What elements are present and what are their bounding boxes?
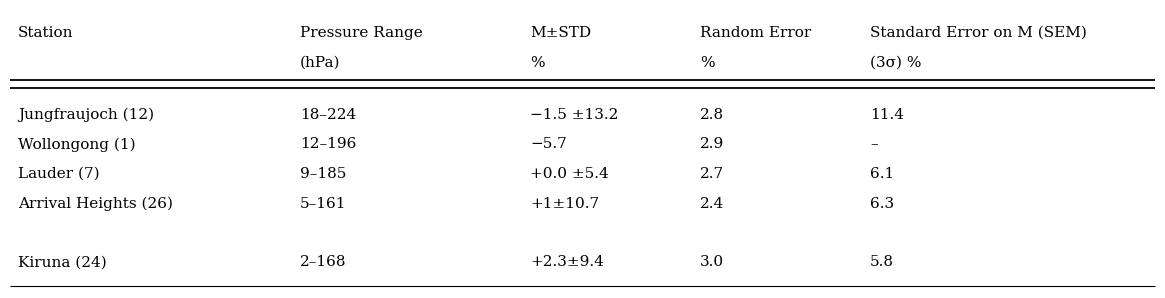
Text: 5.8: 5.8 <box>870 255 894 269</box>
Text: +2.3±9.4: +2.3±9.4 <box>530 255 603 269</box>
Text: M±STD: M±STD <box>530 26 591 40</box>
Text: 12–196: 12–196 <box>301 137 356 151</box>
Text: Station: Station <box>17 26 73 40</box>
Text: +0.0 ±5.4: +0.0 ±5.4 <box>530 167 609 181</box>
Text: −5.7: −5.7 <box>530 137 566 151</box>
Text: 3.0: 3.0 <box>700 255 725 269</box>
Text: 2.7: 2.7 <box>700 167 725 181</box>
Text: 5–161: 5–161 <box>301 196 346 210</box>
Text: 11.4: 11.4 <box>870 108 904 122</box>
Text: 2–168: 2–168 <box>301 255 346 269</box>
Text: Kiruna (24): Kiruna (24) <box>17 255 107 269</box>
Text: Jungfraujoch (12): Jungfraujoch (12) <box>17 108 154 122</box>
Text: (3σ) %: (3σ) % <box>870 56 922 70</box>
Text: –: – <box>870 137 877 151</box>
Text: 9–185: 9–185 <box>301 167 346 181</box>
Text: %: % <box>530 56 544 70</box>
Text: Arrival Heights (26): Arrival Heights (26) <box>17 196 172 211</box>
Text: 6.1: 6.1 <box>870 167 895 181</box>
Text: 2.8: 2.8 <box>700 108 725 122</box>
Text: 2.9: 2.9 <box>700 137 725 151</box>
Text: Pressure Range: Pressure Range <box>301 26 423 40</box>
Text: 2.4: 2.4 <box>700 196 725 210</box>
Text: Random Error: Random Error <box>700 26 811 40</box>
Text: Standard Error on M (SEM): Standard Error on M (SEM) <box>870 26 1087 40</box>
Text: Wollongong (1): Wollongong (1) <box>17 137 135 152</box>
Text: Lauder (7): Lauder (7) <box>17 167 100 181</box>
Text: (hPa): (hPa) <box>301 56 340 70</box>
Text: −1.5 ±13.2: −1.5 ±13.2 <box>530 108 619 122</box>
Text: 6.3: 6.3 <box>870 196 894 210</box>
Text: +1±10.7: +1±10.7 <box>530 196 599 210</box>
Text: 18–224: 18–224 <box>301 108 356 122</box>
Text: %: % <box>700 56 714 70</box>
